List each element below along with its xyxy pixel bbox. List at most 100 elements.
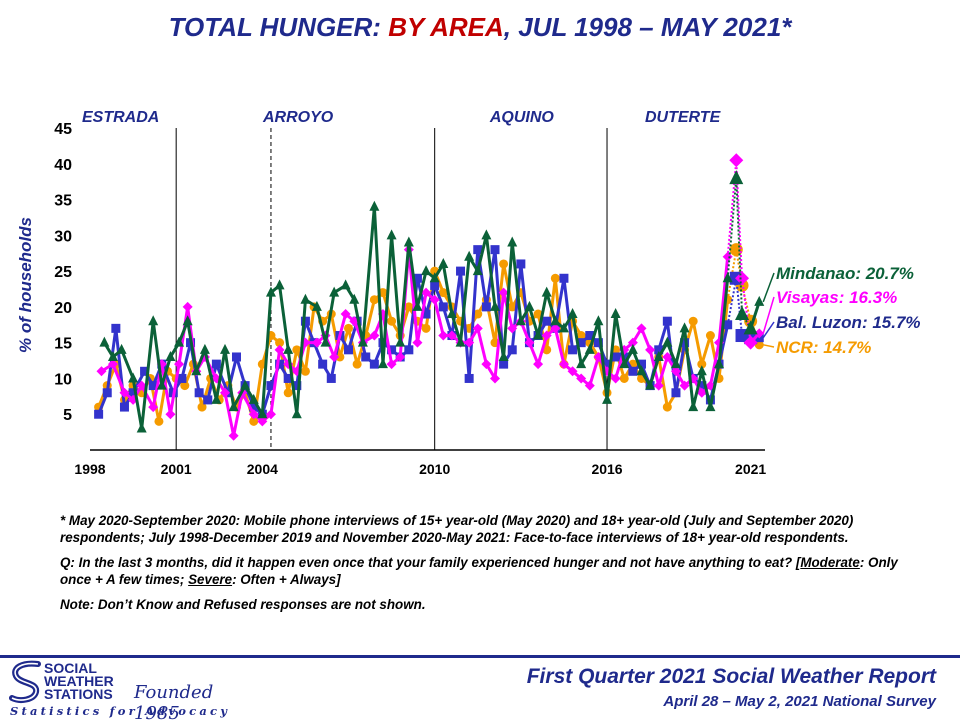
data-point [723,320,733,330]
data-point [499,359,509,369]
data-point [550,315,561,326]
note-question-prefix: Q: In the last 3 months, did it happen e… [60,555,801,570]
y-tick-label: 25 [54,264,72,281]
data-point [111,323,121,333]
data-point [335,352,345,362]
data-point [248,393,259,404]
data-point [249,402,259,412]
data-point [148,381,158,391]
data-point [275,359,285,369]
data-point [567,308,578,319]
data-point [349,293,360,304]
data-point [662,402,672,412]
data-point [300,316,310,326]
end-label-leader [762,321,775,339]
data-point [550,273,560,283]
data-point [387,316,397,326]
data-point [636,359,646,369]
data-point [165,350,176,361]
data-point [653,350,664,361]
logo-line-3: STATIONS [44,686,113,702]
data-point [481,359,492,370]
data-point [377,358,388,369]
y-tick-label: 40 [54,157,72,174]
data-point [220,343,230,354]
data-point [653,380,664,391]
data-point [429,294,440,305]
administration-label: ESTRADA [82,109,159,126]
data-point [481,229,492,240]
data-point [481,302,491,312]
data-point [404,302,414,312]
data-point [191,365,202,376]
end-label-mindanao: Mindanao: 20.7% [776,264,914,283]
data-point [645,344,656,355]
data-point [576,331,586,341]
data-point [412,300,423,311]
data-point [292,381,302,391]
data-point [329,286,340,297]
data-point [654,345,664,355]
data-point [329,351,340,362]
data-point [593,315,604,326]
data-point [680,338,690,348]
data-point [199,343,210,354]
data-point [696,387,707,398]
data-point [438,330,449,341]
data-point [533,359,544,370]
report-dates: April 28 – May 2, 2021 National Survey [663,693,936,710]
data-point [311,337,322,348]
end-label-ncr: NCR: 14.7% [776,338,871,357]
data-point [148,402,159,413]
data-point [421,265,432,276]
data-point [274,344,285,355]
data-point [136,380,147,391]
y-tick-label: 20 [54,300,72,317]
data-point [754,295,765,306]
data-point [283,343,294,354]
data-point [421,323,431,333]
data-point [697,359,707,369]
data-point [180,381,190,391]
data-point [228,401,239,412]
data-point [455,336,466,347]
data-point [387,345,397,355]
data-point [412,273,422,283]
data-point [412,337,423,348]
data-point [344,323,354,333]
note-question-suffix: : Often + Always] [232,572,341,587]
sws-s-icon [9,660,41,703]
administration-label: DUTERTE [645,109,722,126]
data-point [533,309,543,319]
data-point [156,379,167,390]
end-label-leader [763,344,775,348]
data-point [754,328,765,339]
data-point [228,430,239,441]
data-point [584,343,595,354]
data-point [403,236,414,247]
data-point [231,352,241,362]
data-point [714,358,725,369]
logo-line-2: WEATHER [44,673,114,689]
data-point [386,359,397,370]
data-point [211,359,221,369]
data-point [148,315,159,326]
logo-slogan: Statistics for Advocacy [10,704,231,718]
data-point [735,271,750,286]
data-point [102,388,112,398]
data-point [576,358,587,369]
data-point [602,393,613,404]
data-point [257,408,268,419]
title-part-2: BY AREA [388,12,504,42]
data-point [722,272,733,283]
data-point [395,351,406,362]
data-point [274,279,285,290]
x-tick-label: 2004 [247,461,278,477]
y-tick-label: 5 [63,407,72,424]
y-tick-label: 10 [54,371,72,388]
data-point [283,373,293,383]
data-point [318,359,328,369]
data-point [369,359,379,369]
data-point [662,336,673,347]
data-point [446,330,457,341]
